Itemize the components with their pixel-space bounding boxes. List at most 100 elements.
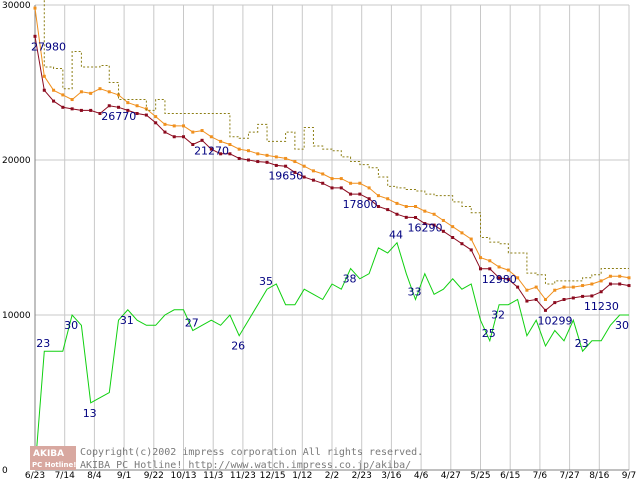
data-label: 17800 (343, 198, 378, 211)
marker-price-dark-red (525, 299, 529, 303)
data-label: 21270 (194, 144, 229, 157)
copyright-line: Copyright(c)2002 impress corporation All… (80, 447, 423, 458)
marker-price-dark-red (321, 181, 325, 185)
marker-price-orange (479, 256, 482, 260)
x-tick-label: 7/27 (559, 471, 579, 480)
marker-price-orange (256, 152, 260, 156)
marker-price-dark-red (144, 113, 148, 117)
marker-price-dark-red (311, 178, 315, 182)
data-label: 11230 (584, 300, 619, 313)
marker-price-dark-red (107, 104, 111, 108)
marker-price-orange (367, 186, 371, 190)
marker-price-dark-red (265, 160, 269, 164)
marker-price-dark-red (553, 301, 557, 305)
series-lines (33, 0, 631, 471)
marker-price-dark-red (386, 208, 390, 212)
marker-price-orange (395, 201, 399, 205)
x-tick-label: 9/7 (622, 471, 636, 480)
marker-price-dark-red (154, 121, 158, 125)
marker-price-orange (98, 87, 102, 91)
logo-bottom-text: PC Hotline! (32, 461, 76, 469)
data-label: 44 (389, 229, 403, 242)
marker-price-orange (349, 181, 353, 185)
marker-price-orange (441, 218, 445, 222)
marker-price-dark-red (618, 282, 622, 286)
marker-price-orange (172, 124, 176, 128)
marker-price-orange (70, 98, 74, 102)
data-labels: 27980 26770 21270 19650 17800 16290 12980 10299… (31, 40, 629, 420)
marker-price-orange (321, 172, 325, 176)
y-tick-label: 0 (2, 466, 8, 476)
marker-price-dark-red (209, 147, 213, 151)
marker-price-orange (302, 164, 306, 168)
marker-price-orange (451, 225, 455, 229)
data-label: 26 (231, 340, 245, 353)
marker-price-dark-red (460, 242, 464, 246)
marker-price-orange (135, 104, 139, 108)
grid-lines (34, 4, 630, 471)
marker-price-dark-red (228, 152, 232, 156)
marker-price-dark-red (79, 108, 83, 112)
data-label: 23 (575, 337, 589, 350)
marker-price-dark-red (98, 112, 102, 115)
x-tick-label: 8/16 (589, 471, 609, 480)
x-tick-label: 4/27 (441, 471, 461, 480)
marker-price-orange (154, 115, 158, 119)
marker-price-orange (330, 177, 334, 181)
series-line-price-olive-dotted (43, 0, 629, 285)
marker-price-orange (265, 153, 269, 157)
marker-price-orange (590, 282, 594, 286)
marker-price-dark-red (534, 298, 538, 301)
data-label: 33 (408, 286, 422, 299)
marker-price-orange (553, 288, 557, 292)
x-tick-label: 7/6 (533, 471, 548, 480)
marker-price-orange (191, 130, 195, 134)
marker-price-orange (618, 274, 622, 278)
x-tick-label: 6/23 (25, 471, 45, 480)
x-tick-label: 2/2 (325, 471, 339, 480)
marker-price-dark-red (627, 284, 631, 288)
marker-price-orange (284, 156, 288, 160)
data-label: 10299 (537, 314, 572, 327)
marker-price-dark-red (200, 138, 204, 142)
marker-price-dark-red (42, 88, 46, 92)
marker-price-dark-red (395, 212, 399, 216)
x-tick-label: 5/25 (470, 471, 490, 480)
marker-price-dark-red (581, 294, 585, 298)
marker-price-dark-red (163, 130, 167, 134)
marker-price-orange (497, 265, 501, 269)
marker-price-dark-red (61, 105, 65, 109)
marker-price-orange (228, 143, 232, 146)
marker-price-dark-red (182, 135, 185, 139)
marker-price-dark-red (469, 248, 473, 252)
marker-price-orange (311, 169, 315, 173)
marker-price-orange (525, 288, 529, 292)
marker-price-orange (627, 276, 631, 280)
marker-price-dark-red (339, 186, 343, 190)
data-label: 27980 (31, 40, 66, 53)
marker-price-orange (42, 74, 46, 78)
marker-price-orange (89, 91, 93, 95)
data-label: 19650 (268, 169, 303, 182)
marker-price-orange (33, 6, 37, 10)
marker-price-dark-red (404, 215, 408, 219)
marker-price-orange (246, 149, 250, 153)
marker-price-dark-red (441, 229, 445, 233)
marker-price-orange (562, 285, 566, 289)
marker-price-dark-red (70, 107, 74, 111)
data-label: 38 (343, 273, 357, 286)
marker-price-dark-red (246, 158, 250, 162)
data-label: 30 (615, 319, 629, 332)
marker-price-orange (432, 212, 436, 216)
y-tick-label: 10000 (2, 311, 31, 321)
x-tick-label: 9/1 (117, 471, 131, 480)
marker-price-orange (358, 181, 362, 185)
marker-price-dark-red (608, 282, 612, 286)
x-tick-label: 6/15 (500, 471, 520, 480)
data-label: 35 (259, 275, 273, 288)
marker-price-orange (506, 268, 510, 272)
marker-price-orange (534, 285, 538, 289)
data-label: 23 (36, 337, 50, 350)
